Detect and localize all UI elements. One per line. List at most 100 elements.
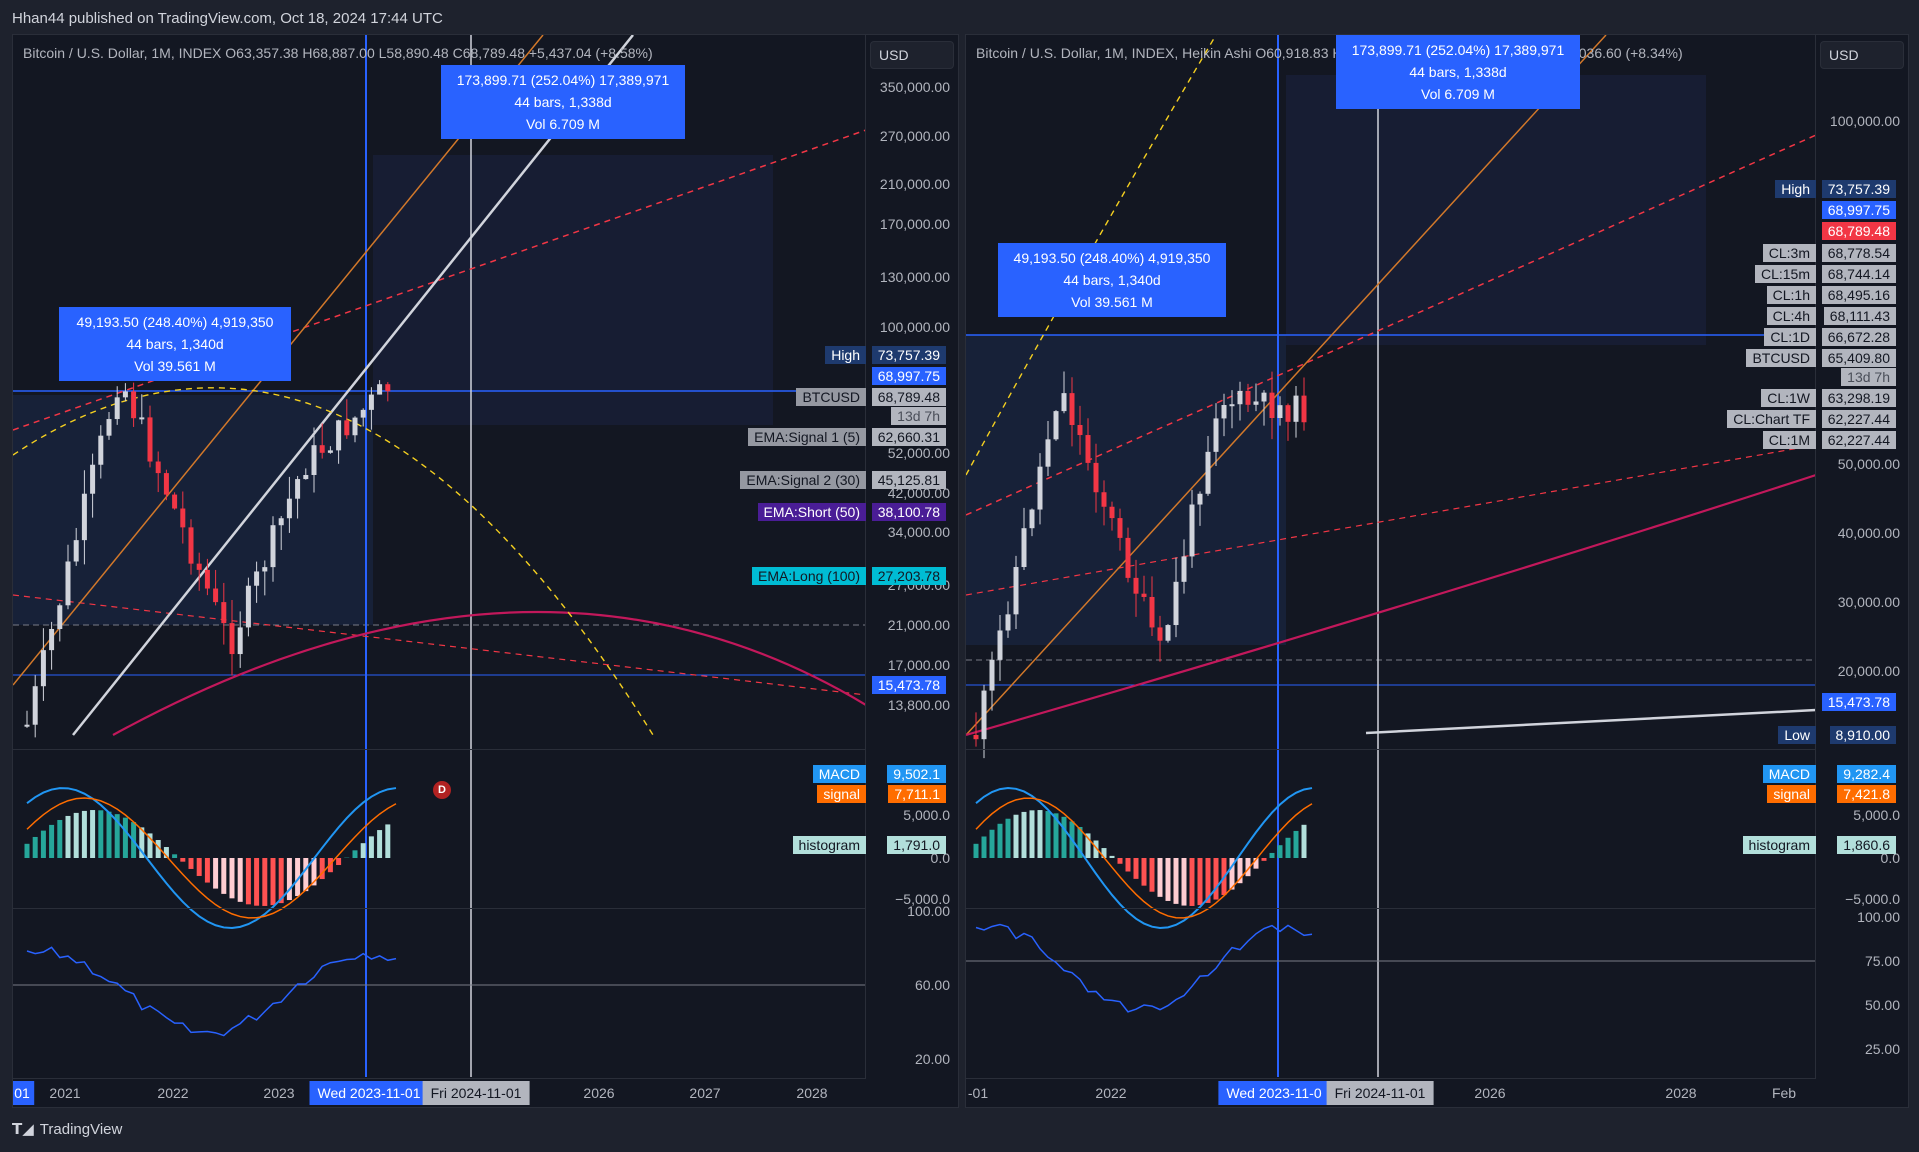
candle-body	[295, 479, 301, 499]
macd-tick: 5,000.0	[1853, 807, 1900, 823]
macd-tick: 0.0	[1880, 850, 1900, 866]
high-value: 73,757.39	[871, 346, 946, 364]
cl-3m-label: CL:3m	[1762, 244, 1816, 262]
candle-body	[1053, 411, 1059, 440]
macd-histogram-bar	[1269, 852, 1275, 858]
macd-histogram-bar	[1021, 811, 1027, 858]
price-label-red: 68,789.48	[1821, 222, 1896, 240]
cl-15m-value: 68,744.14	[1821, 265, 1896, 283]
candle-body	[139, 417, 145, 420]
price-tick: 270,000.00	[879, 128, 950, 144]
macd-histogram-bar	[237, 858, 243, 902]
trendline-white	[1365, 708, 1816, 735]
macd-tick: 0.0	[930, 850, 950, 866]
pane-separator[interactable]	[13, 749, 866, 750]
high-value: 73,757.39	[1821, 180, 1896, 198]
candle-body	[131, 391, 137, 419]
macd-histogram-bar	[997, 823, 1003, 858]
right-measure-tooltip-top: 173,899.71 (252.04%) 17,389,971 44 bars,…	[1336, 35, 1580, 109]
trendline-orange	[966, 35, 1607, 736]
macd-line	[26, 787, 397, 929]
price-tick: 350,000.00	[879, 79, 950, 95]
price-tick: 17,000.00	[887, 657, 950, 673]
tradingview-logo-icon: 𝗧◢	[12, 1121, 34, 1138]
signal-value: 7,711.1	[888, 785, 946, 803]
candle-body	[57, 605, 63, 629]
macd-line	[975, 786, 1313, 929]
dividend-marker[interactable]: D	[433, 781, 451, 799]
macd-histogram-bar	[24, 843, 30, 858]
macd-histogram-bar	[180, 858, 186, 862]
macd-histogram-bar	[1237, 858, 1243, 884]
candle-body	[1045, 439, 1051, 467]
candle-body	[1101, 492, 1107, 507]
candle-body	[336, 420, 342, 451]
candle-body	[286, 498, 292, 519]
macd-histogram-bar	[40, 830, 46, 858]
time-badge-blue: Wed 2023-11-0	[1218, 1081, 1330, 1105]
price-tick: 100,000.00	[1829, 113, 1900, 129]
pane-separator[interactable]	[966, 908, 1816, 909]
rsi-line	[26, 946, 397, 1037]
candle-body	[352, 417, 358, 436]
pane-separator[interactable]	[966, 749, 1816, 750]
left-chart-panel[interactable]: Bitcoin / U.S. Dollar, 1M, INDEX O63,357…	[12, 34, 959, 1108]
right-chart-panel[interactable]: Bitcoin / U.S. Dollar, 1M, INDEX, Heikin…	[965, 34, 1909, 1108]
signal-label: signal	[1767, 785, 1816, 803]
candle-body	[270, 525, 276, 568]
candle-body	[385, 384, 391, 392]
candle-body	[65, 561, 71, 606]
macd-histogram-bar	[1117, 858, 1123, 864]
macd-histogram-bar	[1213, 858, 1219, 900]
left-time-axis[interactable]: 01 2021 2022 2023 2026 2027 2028 Wed 202…	[13, 1078, 866, 1107]
candle-body	[1037, 466, 1043, 510]
candle-body	[262, 567, 268, 572]
macd-histogram-bar	[377, 830, 383, 858]
candle-body	[377, 384, 383, 395]
rsi-tick: 60.00	[914, 977, 950, 993]
macd-histogram-bar	[122, 817, 128, 858]
price-tick: 13,800.00	[887, 697, 950, 713]
candle-body	[237, 627, 243, 655]
time-tick: -01	[967, 1085, 989, 1101]
macd-histogram-bar	[65, 815, 71, 858]
macd-histogram-bar	[1205, 858, 1211, 903]
currency-selector[interactable]: USD	[870, 41, 954, 69]
macd-histogram-bar	[368, 836, 374, 858]
macd-histogram-bar	[319, 858, 325, 880]
histogram-label: histogram	[792, 836, 866, 854]
price-label-blue: 68,997.75	[871, 367, 946, 385]
measure-line-3: Vol 6.709 M	[526, 116, 600, 132]
left-symbol-legend[interactable]: Bitcoin / U.S. Dollar, 1M, INDEX O63,357…	[23, 45, 653, 61]
cl-1d-label: CL:1D	[1764, 328, 1816, 346]
pane-separator[interactable]	[13, 908, 866, 909]
macd-histogram-bar	[204, 858, 210, 883]
macd-histogram-bar	[163, 847, 169, 858]
time-tick: 2026	[1474, 1085, 1506, 1101]
ema-signal-2-value: 45,125.81	[871, 471, 946, 489]
candle-body	[172, 494, 178, 509]
candle-body	[1197, 493, 1203, 505]
candle-body	[1013, 567, 1019, 615]
trendline-red-dashed	[13, 594, 866, 696]
currency-selector[interactable]: USD	[1820, 41, 1904, 69]
right-chart-canvas[interactable]	[966, 35, 1816, 1077]
candle-body	[221, 602, 227, 624]
candle-body	[1173, 581, 1179, 626]
trendline-red-dashed	[13, 129, 866, 431]
macd-histogram-bar	[1013, 814, 1019, 858]
macd-histogram-bar	[1053, 813, 1059, 858]
candle-body	[278, 518, 284, 526]
bar-countdown: 13d 7h	[1841, 368, 1896, 386]
time-tick: 2026	[583, 1085, 615, 1101]
left-chart-canvas[interactable]	[13, 35, 866, 1077]
macd-histogram-bar	[286, 858, 292, 901]
candle-body	[163, 473, 169, 495]
footer-brand: 𝗧◢ TradingView	[12, 1120, 122, 1139]
ema-signal-1-value: 62,660.31	[871, 428, 946, 446]
candle-body	[344, 420, 350, 436]
macd-histogram-bar	[32, 836, 38, 858]
candle-body	[327, 450, 333, 453]
histogram-label: histogram	[1742, 836, 1816, 854]
right-time-axis[interactable]: -01 2022 2026 2028 Feb Wed 2023-11-0 Fri…	[966, 1078, 1816, 1107]
